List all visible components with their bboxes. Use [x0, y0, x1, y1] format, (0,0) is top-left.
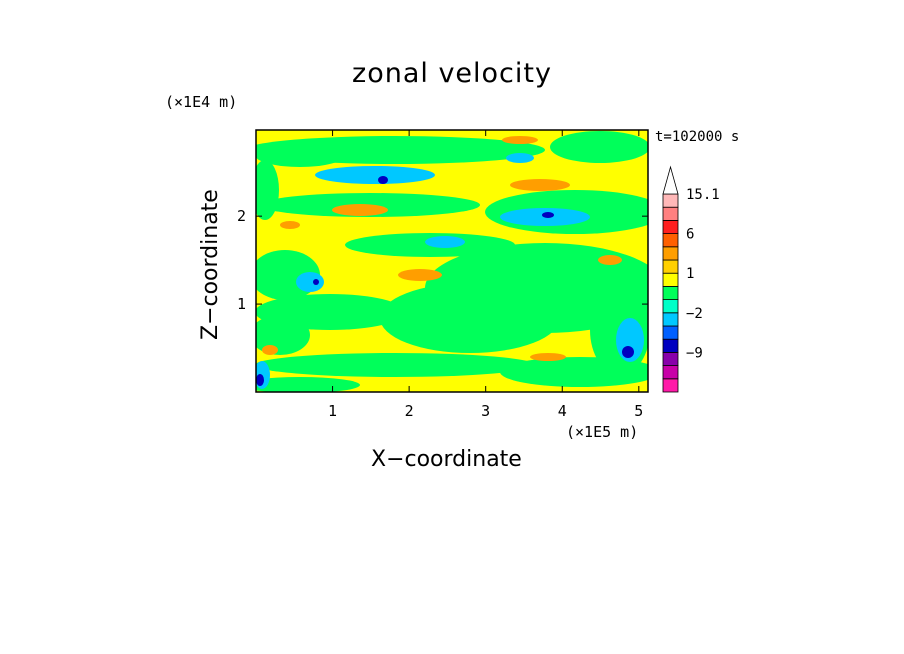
colorbar-swatch	[662, 233, 679, 248]
colorbar-tick-label: −9	[686, 345, 703, 361]
contour-region	[455, 248, 555, 276]
colorbar-swatch	[662, 285, 679, 300]
x-tick-label: 1	[328, 402, 337, 420]
colorbar-swatch	[662, 365, 679, 380]
colorbar-swatch	[662, 325, 679, 340]
axis-ticks: 1 2 3 4 5 1 2	[237, 130, 648, 420]
contour-region	[425, 236, 465, 248]
colorbar-tick-label: −2	[686, 306, 703, 322]
colorbar-swatch	[662, 378, 679, 393]
contour-region	[256, 160, 279, 220]
y-axis-unit-label: (×1E4 m)	[165, 93, 238, 111]
y-tick-label: 2	[237, 207, 246, 225]
contour-region	[256, 374, 264, 386]
colorbar-swatch	[662, 299, 679, 314]
colorbar-swatch	[662, 338, 679, 353]
colorbar-swatch	[662, 272, 679, 287]
contour-field	[256, 130, 648, 392]
x-tick-label: 5	[634, 402, 643, 420]
contour-region	[313, 279, 319, 285]
colorbar-swatch	[662, 206, 679, 221]
colorbar-swatch	[662, 259, 679, 274]
contour-region	[598, 255, 622, 265]
contour-region	[280, 221, 300, 229]
contour-region	[398, 269, 442, 281]
contour-region	[315, 166, 435, 184]
contour-region	[256, 377, 360, 392]
contour-region	[502, 136, 538, 144]
x-tick-label: 2	[405, 402, 414, 420]
contour-region	[256, 315, 310, 355]
contour-region	[622, 346, 634, 358]
contour-region	[256, 143, 345, 167]
contour-region	[378, 176, 388, 184]
colorbar: 15.1 6 1 −2 −9	[662, 165, 720, 393]
contour-region	[510, 179, 570, 191]
contour-region	[542, 212, 554, 218]
time-stamp-label: t=102000 s	[655, 129, 740, 145]
colorbar-swatch	[662, 219, 679, 234]
contour-region	[506, 153, 534, 163]
x-tick-label: 4	[558, 402, 567, 420]
colorbar-tick-label: 1	[686, 266, 694, 282]
contour-region	[530, 353, 566, 361]
colorbar-tick-label: 15.1	[686, 187, 720, 203]
colorbar-swatch	[662, 193, 679, 208]
contour-region	[256, 353, 535, 377]
colorbar-swatch	[662, 351, 679, 366]
chart-title: zonal velocity	[352, 58, 552, 89]
x-axis-title: X−coordinate	[371, 447, 522, 472]
colorbar-tick-label: 6	[686, 227, 694, 243]
contour-region	[380, 283, 560, 353]
colorbar-swatch	[662, 246, 679, 261]
colorbar-swatch	[662, 312, 679, 327]
colorbar-extension	[662, 165, 679, 195]
contour-region	[262, 345, 278, 355]
contour-region	[296, 272, 324, 292]
contour-region	[332, 204, 388, 216]
plot-frame	[255, 129, 649, 393]
y-tick-label: 1	[237, 295, 246, 313]
x-tick-label: 3	[481, 402, 490, 420]
x-axis-unit-label: (×1E5 m)	[566, 423, 639, 441]
contour-region	[550, 131, 648, 163]
